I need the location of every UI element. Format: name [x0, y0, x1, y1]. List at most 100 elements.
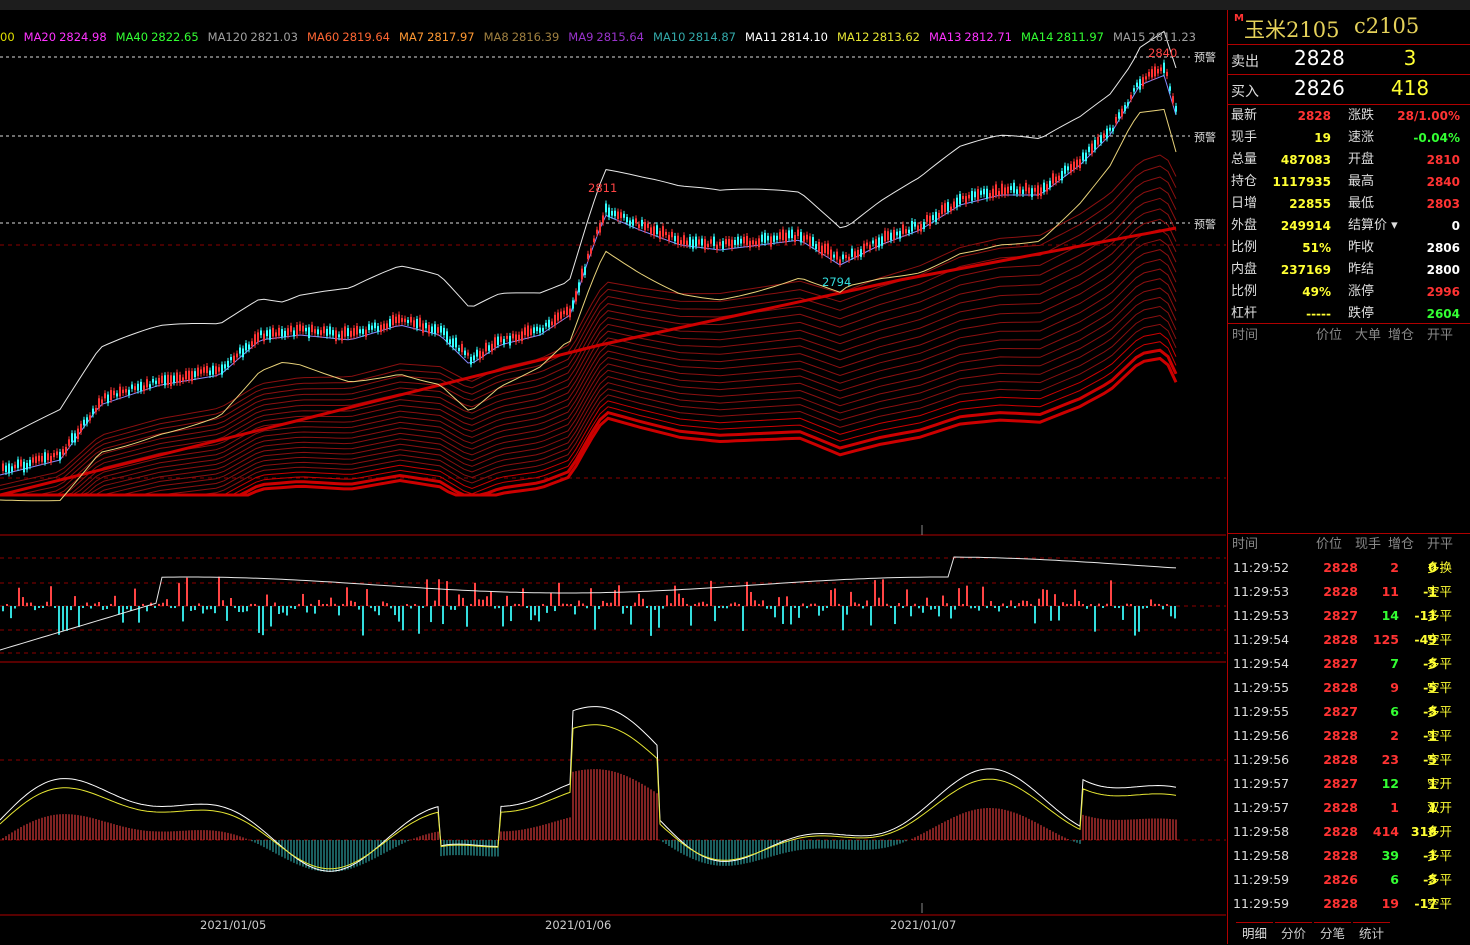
volume-bar [734, 602, 736, 606]
candle-body [1100, 135, 1102, 143]
stat-label: 比例 [1231, 284, 1258, 299]
tick-row[interactable]: 11:29:54 2828 125 -49 空平 [1228, 628, 1470, 652]
ma-legend-item: MA8 2816.39 [484, 30, 560, 44]
candle-body [689, 237, 691, 246]
candle-body [140, 381, 142, 391]
volume-bar [38, 606, 40, 609]
tick-type: 空平 [1427, 584, 1453, 599]
tick-row[interactable]: 11:29:58 2828 39 -1 多平 [1228, 844, 1470, 868]
tick-header-price: 价位 [1316, 537, 1343, 552]
volume-bar [462, 597, 464, 606]
volume-bar [946, 603, 948, 606]
stat-value: 49% [1302, 285, 1331, 299]
tick-row[interactable]: 11:29:57 2828 1 1 双开 [1228, 796, 1470, 820]
tick-price: 2828 [1323, 560, 1358, 575]
tick-row[interactable]: 11:29:55 2827 6 -5 多平 [1228, 700, 1470, 724]
ma-legend: 00 MA20 2824.98 MA40 2822.65 MA120 2821.03 MA60… [0, 28, 1226, 46]
tick-oi: -1 [1423, 728, 1437, 743]
stat-item: 外盘 249914 [1231, 215, 1331, 237]
candle-body [1169, 86, 1171, 91]
tab-0[interactable]: 明细 [1236, 922, 1274, 945]
alarm-label-2[interactable]: 预警 [1194, 131, 1216, 144]
candle-body [611, 210, 613, 216]
ma-legend-value: 2811.97 [1056, 30, 1104, 44]
volume-bar [706, 603, 708, 606]
tick-row[interactable]: 11:29:58 2828 414 318 多开 [1228, 820, 1470, 844]
volume-bar [558, 582, 560, 606]
candle-body [635, 218, 637, 224]
candle-body [419, 317, 421, 327]
stat-value: 2828 [1297, 109, 1331, 123]
candle-body [1052, 173, 1054, 184]
ma-line [0, 356, 1178, 497]
tab-1[interactable]: 分价 [1275, 922, 1313, 945]
alarm-label-1[interactable]: 预警 [1194, 51, 1216, 64]
tab-2[interactable]: 分笔 [1314, 922, 1352, 945]
tick-row[interactable]: 11:29:59 2826 6 -5 多平 [1228, 868, 1470, 892]
stat-value: ----- [1306, 307, 1331, 321]
tab-3[interactable]: 统计 [1353, 922, 1391, 945]
ask-row[interactable]: 卖出 2828 3 [1228, 45, 1470, 75]
volume-bar [626, 606, 628, 609]
alarm-label-3[interactable]: 预警 [1194, 218, 1216, 231]
volume-bar [354, 601, 356, 606]
candle-body [953, 201, 955, 208]
candle-body [80, 423, 82, 432]
candle-body [332, 330, 334, 336]
chart-area[interactable]: 00 MA20 2824.98 MA40 2822.65 MA120 2821.03 MA60… [0, 0, 1226, 944]
tick-row[interactable]: 11:29:53 2827 14 -11 多平 [1228, 604, 1470, 628]
candle-body [254, 334, 256, 345]
candle-body [1076, 159, 1078, 167]
volume-bar [1130, 603, 1132, 606]
tick-time: 11:29:59 [1233, 872, 1290, 887]
candle-body [857, 249, 859, 258]
ma-legend-value: 2814.10 [780, 30, 828, 44]
stat-item: 结算价 ▾ 0 [1348, 215, 1460, 237]
volume-bar [6, 603, 8, 606]
volume-bar [1110, 580, 1112, 606]
candle-body [608, 207, 610, 218]
tick-row[interactable]: 11:29:53 2828 11 -1 空平 [1228, 580, 1470, 604]
candle-body [209, 370, 211, 376]
tick-row[interactable]: 11:29:54 2827 7 -5 多平 [1228, 652, 1470, 676]
tick-row[interactable]: 11:29:56 2828 23 -5 空平 [1228, 748, 1470, 772]
tick-row[interactable]: 11:29:59 2828 19 -17 空平 [1228, 892, 1470, 916]
stat-value: 2806 [1426, 241, 1460, 255]
tick-list[interactable]: 11:29:52 2828 2 0 多换 11:29:53 2828 11 -1 空平 11:29:… [1228, 556, 1470, 916]
ma-line [0, 165, 1177, 491]
volume-bar [550, 592, 552, 606]
bid-row[interactable]: 买入 2826 418 [1228, 75, 1470, 105]
candle-body [227, 360, 229, 368]
tick-row[interactable]: 11:29:57 2827 12 1 空开 [1228, 772, 1470, 796]
tick-price: 2828 [1323, 824, 1358, 839]
candle-body [53, 453, 55, 458]
tick-oi: 1 [1428, 800, 1437, 815]
volume-bar [1150, 599, 1152, 606]
candle-body [302, 325, 304, 332]
tick-row[interactable]: 11:29:56 2828 2 -1 空平 [1228, 724, 1470, 748]
candle-body [392, 315, 394, 326]
volume-bar [1066, 603, 1068, 606]
tick-row[interactable]: 11:29:52 2828 2 0 多换 [1228, 556, 1470, 580]
candle-body [104, 393, 106, 399]
stat-item: 杠杆 ----- [1231, 303, 1331, 325]
candle-body [962, 195, 964, 200]
candle-body [446, 331, 448, 343]
candle-body [386, 323, 388, 329]
tick-oi: -5 [1423, 872, 1437, 887]
kline-chart[interactable] [0, 0, 1226, 944]
candle-body [1004, 187, 1006, 195]
candle-body [152, 379, 154, 383]
candle-body [299, 324, 301, 331]
stat-label: 外盘 [1231, 218, 1258, 233]
tick-price: 2826 [1323, 872, 1358, 887]
candle-body [1136, 82, 1138, 88]
tick-row[interactable]: 11:29:55 2828 9 -5 空平 [1228, 676, 1470, 700]
volume-bar [1038, 598, 1040, 606]
candle-body [566, 306, 568, 315]
candle-body [311, 324, 313, 333]
candle-body [1082, 152, 1084, 161]
tick-price: 2828 [1323, 752, 1358, 767]
volume-bar [690, 606, 692, 626]
volume-bar [218, 576, 220, 606]
